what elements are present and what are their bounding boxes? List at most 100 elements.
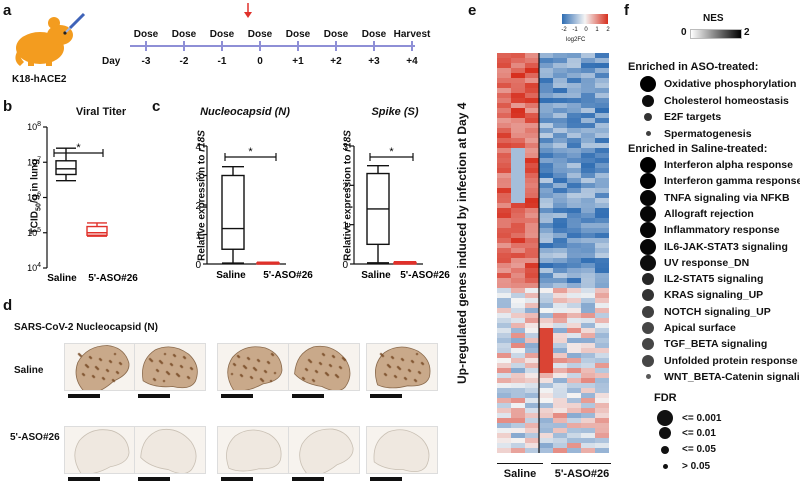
nucleocapsid-y-tick-label-0: 4 xyxy=(195,142,201,153)
heatmap-cell-11-6 xyxy=(581,108,595,113)
heatmap-cell-71-5 xyxy=(567,408,581,413)
timeline-event-1: Dose xyxy=(171,29,197,40)
heatmap-cell-43-6 xyxy=(581,268,595,273)
colorbar-label: log2FC xyxy=(566,37,586,43)
ihc-stain-dot-27 xyxy=(398,367,402,371)
heatmap-cell-7-2 xyxy=(525,88,539,93)
heatmap-cell-32-6 xyxy=(581,213,595,218)
ihc-stain-dot-20 xyxy=(190,367,194,371)
heatmap-cell-60-4 xyxy=(553,353,567,358)
heatmap-cell-57-7 xyxy=(595,338,609,343)
heatmap-cell-30-5 xyxy=(567,203,581,208)
heatmap-cell-14-6 xyxy=(581,123,595,128)
heatmap-cell-76-5 xyxy=(567,433,581,438)
ihc-scalebar-r1-c4 xyxy=(370,477,402,481)
heatmap-cell-19-3 xyxy=(539,148,553,153)
heatmap-cell-69-4 xyxy=(553,398,567,403)
heatmap-cell-43-7 xyxy=(595,268,609,273)
heatmap-cell-6-7 xyxy=(595,83,609,88)
heatmap-cell-70-2 xyxy=(525,403,539,408)
heatmap-cell-77-5 xyxy=(567,438,581,443)
heatmap-cell-18-7 xyxy=(595,143,609,148)
ihc-stain-dot-22 xyxy=(312,379,316,383)
heatmap-cell-75-7 xyxy=(595,428,609,433)
heatmap-cell-48-1 xyxy=(511,293,525,298)
ihc-stain-dot-29 xyxy=(167,372,171,376)
timeline-tick-0 xyxy=(145,41,147,51)
ihc-image-r1-c0 xyxy=(64,426,136,475)
ihc-stain-dot-23 xyxy=(329,364,333,368)
ihc-tissue-r1-c2 xyxy=(226,429,282,472)
aso-geneset-label-0: Oxidative phosphorylation xyxy=(664,78,797,90)
heatmap-cell-52-7 xyxy=(595,313,609,318)
heatmap-cell-4-4 xyxy=(553,73,567,78)
saline-geneset-dot-9 xyxy=(642,305,654,318)
heatmap-cell-15-7 xyxy=(595,128,609,133)
heatmap-cell-13-4 xyxy=(553,118,567,123)
heatmap-cell-28-5 xyxy=(567,193,581,198)
saline-geneset-row-11: TGF_BETA signaling xyxy=(642,336,767,352)
heatmap-cell-28-1 xyxy=(511,193,525,198)
heatmap-cell-31-5 xyxy=(567,208,581,213)
heatmap-cell-56-2 xyxy=(525,333,539,338)
heatmap-cell-40-1 xyxy=(511,253,525,258)
heatmap-cell-16-0 xyxy=(497,133,511,138)
heatmap-cell-44-7 xyxy=(595,273,609,278)
heatmap-cell-47-5 xyxy=(567,288,581,293)
heatmap-cell-58-7 xyxy=(595,343,609,348)
saline-geneset-dot-wrap-11 xyxy=(642,338,658,351)
heatmap-cell-47-7 xyxy=(595,288,609,293)
colorbar-tick-4: 2 xyxy=(606,27,610,33)
heatmap-cell-46-1 xyxy=(511,283,525,288)
heatmap-cell-79-7 xyxy=(595,448,609,453)
ihc-tissue-r0-c3 xyxy=(294,345,351,392)
heatmap-cell-22-6 xyxy=(581,163,595,168)
heatmap-cell-37-1 xyxy=(511,238,525,243)
heatmap-cell-19-2 xyxy=(525,148,539,153)
heatmap-cell-45-4 xyxy=(553,278,567,283)
spike-title: Spike (S) xyxy=(371,106,419,118)
heatmap-cell-35-5 xyxy=(567,228,581,233)
heatmap-cell-61-4 xyxy=(553,358,567,363)
heatmap-cell-10-7 xyxy=(595,103,609,108)
heatmap-cell-27-2 xyxy=(525,188,539,193)
heatmap-cell-56-1 xyxy=(511,333,525,338)
heatmap-cell-73-7 xyxy=(595,418,609,423)
saline-geneset-dot-wrap-12 xyxy=(642,354,658,367)
heatmap-cell-1-0 xyxy=(497,58,511,63)
heatmap-cell-75-5 xyxy=(567,428,581,433)
heatmap-cell-63-3 xyxy=(539,368,553,373)
heatmap-cell-12-0 xyxy=(497,113,511,118)
pipette-icon xyxy=(65,12,86,33)
heatmap-cell-51-4 xyxy=(553,308,567,313)
heatmap-cell-0-6 xyxy=(581,53,595,58)
heatmap-cell-40-2 xyxy=(525,253,539,258)
heatmap-cell-42-3 xyxy=(539,263,553,268)
ihc-stain-dot-24 xyxy=(302,377,306,381)
ihc-stain-dot-20 xyxy=(322,353,326,357)
heatmap-cell-6-1 xyxy=(511,83,525,88)
heatmap-cell-12-7 xyxy=(595,113,609,118)
heatmap-cell-77-7 xyxy=(595,438,609,443)
heatmap-cell-2-0 xyxy=(497,63,511,68)
aso-geneset-dot-wrap-1 xyxy=(642,94,658,107)
heatmap-cell-1-3 xyxy=(539,58,553,63)
heatmap-cell-27-3 xyxy=(539,188,553,193)
timeline-day-4: +1 xyxy=(292,56,304,67)
panel-label-c: c xyxy=(152,98,161,115)
heatmap-cell-25-0 xyxy=(497,178,511,183)
heatmap-cell-45-6 xyxy=(581,278,595,283)
heatmap-cell-26-0 xyxy=(497,183,511,188)
heatmap-cell-51-6 xyxy=(581,308,595,313)
ihc-stain-dot-26 xyxy=(160,361,164,365)
panel-label-a: a xyxy=(3,2,12,19)
heatmap-cell-58-2 xyxy=(525,343,539,348)
heatmap-cell-50-7 xyxy=(595,303,609,308)
saline-geneset-dot-8 xyxy=(642,289,654,302)
heatmap-cell-9-7 xyxy=(595,98,609,103)
saline-geneset-dot-wrap-10 xyxy=(642,322,658,334)
heatmap-cell-42-1 xyxy=(511,263,525,268)
heatmap-cell-57-1 xyxy=(511,338,525,343)
saline-enriched-header: Enriched in Saline-treated: xyxy=(628,143,768,155)
heatmap-cell-56-3 xyxy=(539,333,553,338)
